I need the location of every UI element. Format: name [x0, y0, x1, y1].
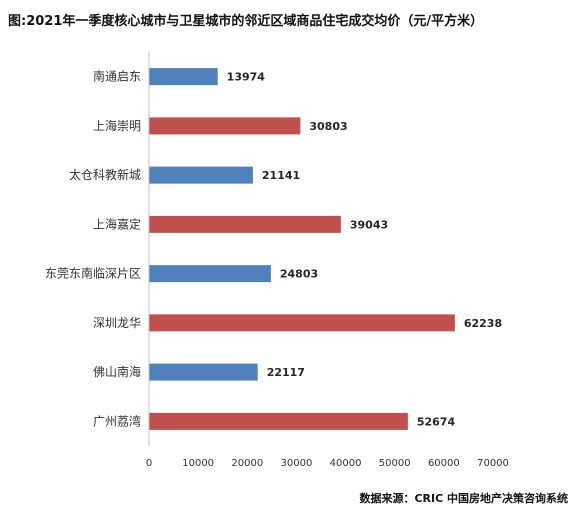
bar: [149, 117, 301, 135]
x-tick-label: 40000: [330, 458, 362, 469]
category-label: 东莞东南临深片区: [45, 266, 141, 281]
bar: [149, 363, 258, 381]
x-tick-label: 70000: [477, 458, 509, 469]
x-tick-label: 10000: [182, 458, 214, 469]
category-label: 佛山南海: [93, 364, 141, 379]
value-label: 21141: [262, 169, 300, 182]
value-label: 39043: [350, 218, 388, 231]
category-label: 上海崇明: [93, 118, 141, 133]
category-label: 南通启东: [93, 69, 141, 84]
bar: [149, 265, 271, 283]
value-label: 22117: [267, 366, 305, 379]
value-label: 13974: [227, 71, 266, 84]
chart-title: 图:2021年一季度核心城市与卫星城市的邻近区域商品住宅成交均价（元/平方米）: [8, 14, 484, 29]
value-label: 30803: [309, 120, 347, 133]
x-tick-label: 50000: [379, 458, 411, 469]
x-axis: 0 10000 20000 30000 40000 50000 60000 70000: [146, 52, 509, 469]
bar: [149, 68, 218, 86]
bar: [149, 314, 455, 332]
bar: [149, 215, 341, 233]
source-note: 数据来源：CRIC 中国房地产决策咨询系统: [359, 492, 568, 505]
bar: [149, 166, 253, 184]
category-label: 深圳龙华: [93, 316, 141, 330]
value-label: 24803: [280, 268, 318, 281]
x-tick-label: 60000: [428, 458, 460, 469]
bar: [149, 412, 408, 430]
value-labels: 13974 30803 21141 39043 24803 62238 22117 52674: [227, 71, 502, 429]
bars: [149, 68, 455, 430]
category-label: 广州荔湾: [93, 413, 141, 428]
value-label: 62238: [464, 317, 502, 330]
x-tick-label: 20000: [231, 458, 263, 469]
value-label: 52674: [417, 415, 456, 428]
x-tick-label: 30000: [281, 458, 313, 469]
category-label: 太仓科教新城: [69, 167, 141, 182]
category-label: 上海嘉定: [93, 216, 141, 231]
x-tick-label: 0: [146, 458, 152, 469]
